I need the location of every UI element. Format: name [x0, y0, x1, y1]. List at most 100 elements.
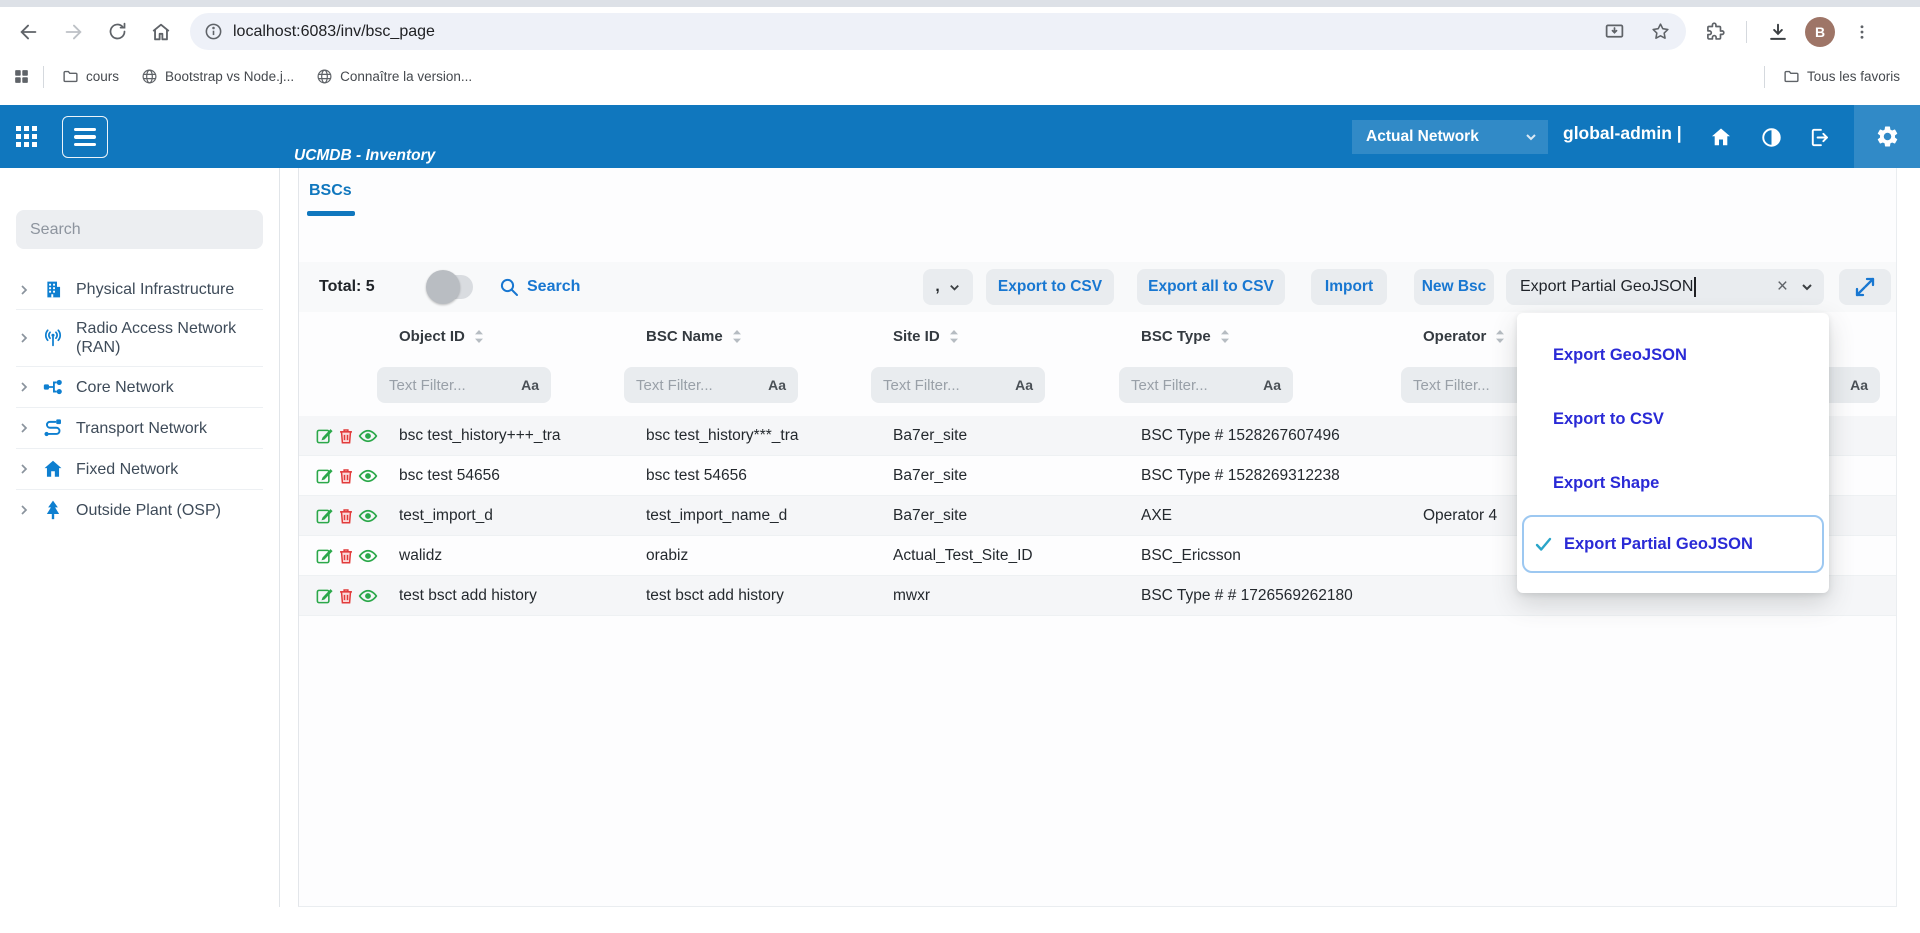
cell-bsc-type: BSC_Ericsson	[1141, 546, 1241, 564]
all-bookmarks[interactable]: Tous les favoris	[1775, 64, 1908, 89]
delete-icon[interactable]	[337, 427, 355, 445]
table-row[interactable]: walidz orabiz Actual_Test_Site_ID BSC_Er…	[299, 536, 1896, 576]
logout-icon[interactable]	[1806, 124, 1832, 150]
table-row[interactable]: bsc test_history+++_tra bsc test_history…	[299, 416, 1896, 456]
import-button[interactable]: Import	[1311, 269, 1387, 305]
globe-icon	[142, 69, 157, 84]
case-sensitive-toggle[interactable]: Aa	[1850, 377, 1868, 393]
back-icon[interactable]	[8, 12, 50, 52]
column-header-bsc-type[interactable]: BSC Type	[1141, 328, 1423, 345]
contrast-icon[interactable]	[1758, 124, 1784, 150]
sidebar-item-outside-plant[interactable]: Outside Plant (OSP)	[16, 490, 263, 530]
sort-icon[interactable]	[1495, 329, 1505, 344]
view-icon[interactable]	[358, 466, 378, 486]
export-all-to-csv-button[interactable]: Export all to CSV	[1137, 269, 1285, 305]
toggle-knob[interactable]	[426, 270, 460, 304]
sort-icon[interactable]	[474, 329, 484, 344]
edit-icon[interactable]	[315, 426, 334, 445]
edit-icon[interactable]	[315, 466, 334, 485]
table-row[interactable]: bsc test 54656 bsc test 54656 Ba7er_site…	[299, 456, 1896, 496]
case-sensitive-toggle[interactable]: Aa	[768, 377, 786, 393]
column-header-operator[interactable]: Operator	[1423, 328, 1663, 345]
expand-table-button[interactable]	[1839, 269, 1891, 305]
search-icon	[500, 278, 518, 296]
filter-input-bsc-type[interactable]: Text Filter... Aa	[1119, 367, 1293, 403]
settings-chip[interactable]	[1854, 105, 1920, 168]
view-icon[interactable]	[358, 546, 378, 566]
cell-object-id: test bsct add history	[399, 586, 537, 604]
filter-input-bsc-name[interactable]: Text Filter... Aa	[624, 367, 798, 403]
delete-icon[interactable]	[337, 507, 355, 525]
bookmark-star-icon[interactable]	[1642, 16, 1678, 48]
export-type-combobox[interactable]: Export Partial GeoJSON ×	[1506, 269, 1824, 305]
delete-icon[interactable]	[337, 587, 355, 605]
sidebar-item-fixed-network[interactable]: Fixed Network	[16, 449, 263, 491]
new-bsc-button[interactable]: New Bsc	[1414, 269, 1494, 305]
view-icon[interactable]	[358, 586, 378, 606]
extensions-icon[interactable]	[1694, 12, 1736, 52]
menu-item-export-shape[interactable]: Export Shape	[1553, 473, 1660, 492]
sidebar-item-physical-infrastructure[interactable]: Physical Infrastructure	[16, 270, 263, 310]
edit-icon[interactable]	[315, 546, 334, 565]
view-icon[interactable]	[358, 506, 378, 526]
menu-toggle-button[interactable]	[62, 116, 108, 158]
column-header-site-id[interactable]: Site ID	[893, 328, 1141, 345]
total-count-label: Total: 5	[319, 278, 375, 295]
delimiter-select[interactable]: ,	[923, 269, 973, 305]
bookmark-bootstrap[interactable]: Bootstrap vs Node.j...	[133, 64, 302, 89]
delete-icon[interactable]	[337, 467, 355, 485]
chevron-right-icon[interactable]	[18, 381, 30, 393]
globe-icon	[317, 69, 332, 84]
address-bar[interactable]: localhost:6083/inv/bsc_page	[190, 13, 1686, 50]
case-sensitive-toggle[interactable]: Aa	[1015, 377, 1033, 393]
chevron-right-icon[interactable]	[18, 284, 30, 296]
filter-input-object-id[interactable]: Text Filter... Aa	[377, 367, 551, 403]
sidebar-item-core-network[interactable]: Core Network	[16, 367, 263, 409]
column-header-bsc-name[interactable]: BSC Name	[646, 328, 893, 345]
case-sensitive-toggle[interactable]: Aa	[1263, 377, 1281, 393]
edit-icon[interactable]	[315, 586, 334, 605]
menu-item-export-to-csv[interactable]: Export to CSV	[1553, 409, 1664, 428]
search-button[interactable]: Search	[499, 269, 580, 305]
sidebar-item-transport-network[interactable]: Transport Network	[16, 408, 263, 450]
chevron-right-icon[interactable]	[18, 504, 30, 516]
forward-icon[interactable]	[52, 12, 94, 52]
bookmark-cours[interactable]: cours	[54, 64, 127, 89]
sidebar-search-input[interactable]	[16, 210, 263, 249]
bookmark-connaitre[interactable]: Connaître la version...	[308, 64, 480, 89]
delete-icon[interactable]	[337, 547, 355, 565]
chevron-down-icon[interactable]	[1800, 280, 1814, 294]
menu-item-export-partial-geojson[interactable]: Export Partial GeoJSON	[1522, 515, 1824, 573]
cell-site-id: Actual_Test_Site_ID	[893, 546, 1033, 564]
filter-toggle[interactable]	[426, 270, 473, 304]
menu-item-export-geojson[interactable]: Export GeoJSON	[1553, 345, 1687, 364]
sort-icon[interactable]	[732, 329, 742, 344]
filter-input-site-id[interactable]: Text Filter... Aa	[871, 367, 1045, 403]
case-sensitive-toggle[interactable]: Aa	[521, 377, 539, 393]
downloads-icon[interactable]	[1757, 12, 1799, 52]
network-selector[interactable]: Actual Network	[1352, 120, 1548, 154]
url-text[interactable]: localhost:6083/inv/bsc_page	[233, 22, 435, 40]
sort-icon[interactable]	[949, 329, 959, 344]
view-icon[interactable]	[358, 426, 378, 446]
home-icon[interactable]	[140, 12, 182, 52]
chevron-right-icon[interactable]	[18, 422, 30, 434]
clear-icon[interactable]: ×	[1776, 276, 1788, 297]
apps-grid-bookmark-icon[interactable]	[12, 67, 31, 86]
browser-menu-icon[interactable]	[1841, 12, 1883, 52]
export-to-csv-button[interactable]: Export to CSV	[986, 269, 1114, 305]
site-info-icon[interactable]	[204, 22, 223, 41]
apps-grid-icon[interactable]	[16, 126, 39, 149]
bookmark-label: Bootstrap vs Node.j...	[165, 69, 295, 84]
chevron-right-icon[interactable]	[18, 463, 30, 475]
chevron-right-icon[interactable]	[18, 332, 30, 344]
sidebar-item-radio-access-network[interactable]: Radio Access Network (RAN)	[16, 310, 263, 368]
home-nav-icon[interactable]	[1708, 124, 1734, 150]
reload-icon[interactable]	[96, 12, 138, 52]
column-header-object-id[interactable]: Object ID	[399, 328, 646, 345]
tab-bscs[interactable]: BSCs	[309, 182, 352, 199]
sort-icon[interactable]	[1220, 329, 1230, 344]
edit-icon[interactable]	[315, 506, 334, 525]
install-app-icon[interactable]	[1596, 16, 1632, 48]
profile-avatar[interactable]: B	[1805, 16, 1835, 47]
